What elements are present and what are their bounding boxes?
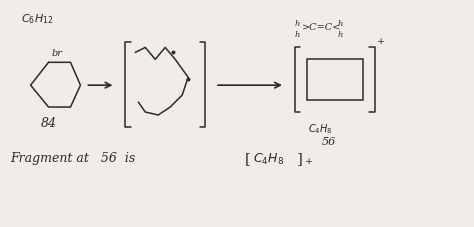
Text: $C_6H_{12}$: $C_6H_{12}$ [21,13,53,26]
Text: $C_4H_8$: $C_4H_8$ [308,122,332,136]
Bar [307,59,363,100]
Text: Fragment at   56  is: Fragment at 56 is [11,152,136,165]
Text: >C=C<: >C=C< [302,22,341,32]
Text: h: h [295,20,300,27]
Text: +: + [305,157,313,166]
Text: h: h [295,32,300,39]
Text: $C_4H_8$: $C_4H_8$ [253,152,284,167]
Text: 84: 84 [41,117,56,130]
Text: ]: ] [297,152,303,166]
Text: 56: 56 [322,137,336,147]
Text: h: h [337,20,343,27]
Text: br: br [51,49,62,58]
Text: [: [ [245,152,251,166]
Text: +: + [376,37,385,46]
Text: h: h [337,32,343,39]
